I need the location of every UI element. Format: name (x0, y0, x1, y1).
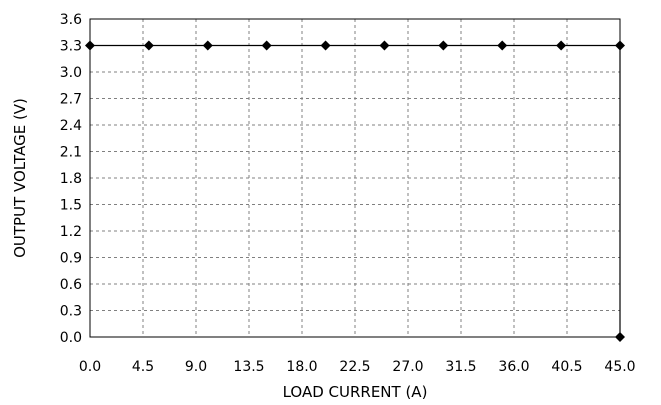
y-axis-title: OUTPUT VOLTAGE (V) (11, 98, 29, 258)
y-tick-label: 2.4 (60, 118, 82, 134)
x-tick-label: 36.0 (498, 359, 529, 375)
x-tick-label: 4.5 (132, 359, 154, 375)
y-axis-tick-labels: 0.0 0.3 0.6 0.9 1.2 1.5 1.8 2.1 2.4 2.7 3.0 3.3 3.6 (60, 12, 82, 346)
data-point-marker (615, 40, 625, 51)
data-point-marker (615, 332, 625, 342)
x-tick-label: 0.0 (79, 359, 101, 375)
x-tick-label: 22.5 (339, 359, 370, 375)
y-tick-label: 2.7 (60, 92, 82, 108)
data-point-marker (320, 40, 331, 51)
data-point-marker (379, 40, 390, 51)
x-tick-label: 45.0 (604, 359, 635, 375)
x-tick-label: 13.5 (233, 359, 264, 375)
y-tick-label: 3.0 (60, 65, 82, 81)
x-axis-title: LOAD CURRENT (A) (283, 383, 428, 401)
y-tick-label: 2.1 (60, 145, 82, 161)
y-tick-label: 0.0 (60, 330, 82, 346)
y-tick-label: 0.9 (60, 251, 82, 267)
x-tick-label: 18.0 (286, 359, 317, 375)
data-point-marker (497, 40, 508, 51)
data-point-marker (85, 40, 95, 51)
y-tick-label: 1.5 (60, 198, 82, 214)
series-layer (85, 40, 625, 342)
x-tick-label: 27.0 (392, 359, 423, 375)
data-point-marker (261, 40, 272, 51)
y-tick-label: 1.2 (60, 224, 82, 240)
data-point-marker (556, 40, 567, 51)
y-tick-label: 0.6 (60, 277, 82, 293)
data-point-marker (202, 40, 213, 51)
y-tick-label: 0.3 (60, 304, 82, 320)
x-tick-label: 31.5 (445, 359, 476, 375)
x-tick-label: 9.0 (185, 359, 207, 375)
y-tick-label: 3.3 (60, 39, 82, 55)
y-tick-label: 3.6 (60, 12, 82, 28)
x-axis-tick-labels: 0.0 4.5 9.0 13.5 18.0 22.5 27.0 31.5 36.0 40.5 45.… (79, 359, 636, 375)
data-point-marker (438, 40, 449, 51)
y-tick-label: 1.8 (60, 171, 82, 187)
x-tick-label: 40.5 (551, 359, 582, 375)
data-point-marker (143, 40, 154, 51)
